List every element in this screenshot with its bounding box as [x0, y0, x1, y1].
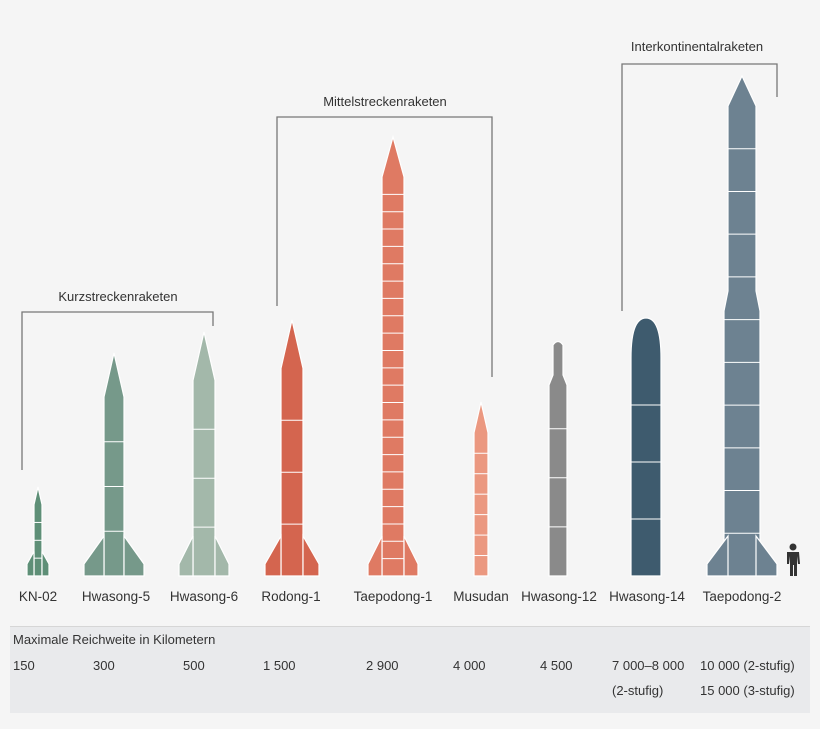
missile-range: 7 000–8 000	[612, 658, 685, 673]
rocket-body	[548, 340, 568, 577]
missile-range: 2 900	[366, 658, 399, 673]
range-table	[10, 626, 810, 713]
missile-name: KN-02	[18, 589, 58, 604]
missile-name: Hwasong-5	[81, 589, 151, 604]
rocket-fins	[26, 551, 50, 577]
missile-range: 500	[183, 658, 205, 673]
rocket-fins	[83, 534, 145, 577]
rocket-fins	[178, 535, 230, 577]
rocket-taepodong-2	[706, 74, 778, 577]
missile-range: 10 000 (2-stufig)	[700, 658, 795, 673]
missile-range: 1 500	[263, 658, 296, 673]
group-label-icbm: Interkontinentalraketen	[630, 39, 764, 54]
missile-name: Hwasong-6	[169, 589, 239, 604]
missile-range-note: (2-stufig)	[612, 683, 664, 698]
bracket-icbm	[621, 63, 778, 311]
rocket-fins	[706, 534, 778, 577]
rocket-fins	[367, 535, 419, 577]
rocket-hwasong-14	[630, 317, 662, 577]
person-icon	[787, 543, 800, 576]
rocket-hwasong-12	[548, 340, 568, 577]
missile-name: Taepodong-2	[702, 589, 782, 604]
rocket-body	[192, 331, 216, 577]
group-label-medium-range: Mittelstreckenraketen	[323, 94, 447, 109]
rocket-hwasong-6	[178, 331, 230, 577]
bracket-short-range	[21, 311, 214, 470]
missile-range-note: 15 000 (3-stufig)	[700, 683, 795, 698]
rocket-musudan	[473, 401, 489, 577]
rocket-body	[280, 319, 304, 577]
rocket-body	[381, 134, 405, 577]
rocket-kn-02	[26, 486, 50, 577]
range-table-title: Maximale Reichweite in Kilometern	[13, 632, 216, 647]
group-label-short-range: Kurzstreckenraketen	[58, 289, 178, 304]
missile-range: 4 000	[453, 658, 486, 673]
missile-name: Taepodong-1	[353, 589, 433, 604]
missile-name: Rodong-1	[261, 589, 321, 604]
missile-name: Hwasong-12	[521, 589, 597, 604]
missile-range: 300	[93, 658, 115, 673]
missile-range: 4 500	[540, 658, 573, 673]
missile-range: 150	[13, 658, 35, 673]
rocket-body	[33, 486, 43, 577]
rocket-body	[630, 317, 662, 577]
rocket-body	[473, 401, 489, 577]
rocket-body	[706, 74, 778, 577]
missile-name: Hwasong-14	[609, 589, 685, 604]
rocket-hwasong-5	[83, 352, 145, 577]
rocket-body	[103, 352, 125, 577]
rocket-rodong-1	[264, 319, 320, 577]
rocket-taepodong-1	[367, 134, 419, 577]
bracket-medium-range	[276, 116, 493, 377]
rocket-fins	[264, 533, 320, 577]
missile-name: Musudan	[453, 589, 509, 604]
